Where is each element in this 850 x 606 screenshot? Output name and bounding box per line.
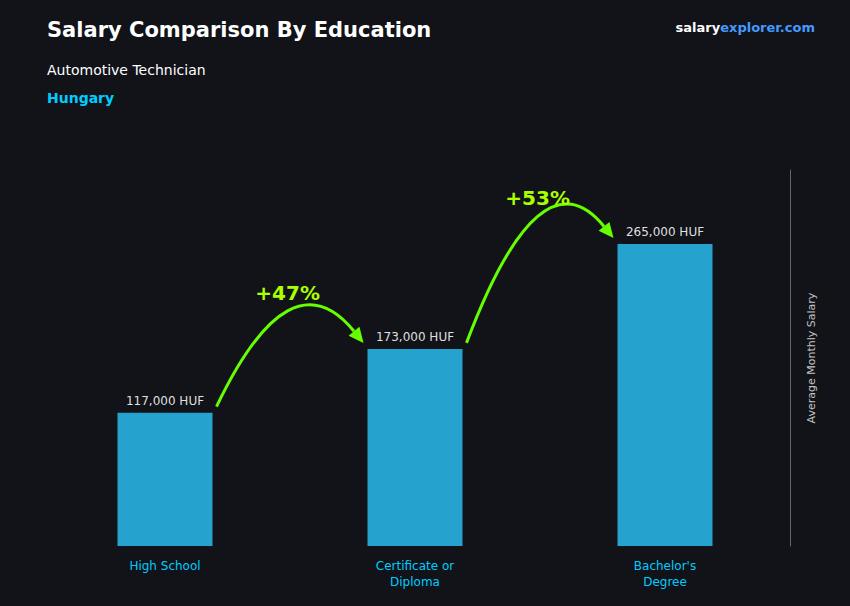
svg-text:explorer.com: explorer.com [720, 20, 815, 35]
svg-text:Certificate or: Certificate or [376, 559, 454, 573]
svg-text:+53%: +53% [505, 186, 570, 210]
svg-text:Degree: Degree [643, 575, 687, 589]
svg-text:173,000 HUF: 173,000 HUF [376, 330, 454, 344]
svg-text:Diploma: Diploma [390, 575, 440, 589]
svg-text:Hungary: Hungary [47, 90, 114, 106]
svg-text:High School: High School [129, 559, 200, 573]
svg-text:+47%: +47% [255, 281, 320, 305]
svg-text:117,000 HUF: 117,000 HUF [126, 394, 204, 408]
svg-text:Bachelor's: Bachelor's [634, 559, 696, 573]
svg-text:Average Monthly Salary: Average Monthly Salary [805, 292, 818, 423]
svg-text:265,000 HUF: 265,000 HUF [626, 225, 704, 239]
svg-text:salary: salary [676, 20, 721, 35]
svg-text:Automotive Technician: Automotive Technician [47, 62, 206, 78]
svg-text:Salary Comparison By Education: Salary Comparison By Education [47, 18, 431, 42]
